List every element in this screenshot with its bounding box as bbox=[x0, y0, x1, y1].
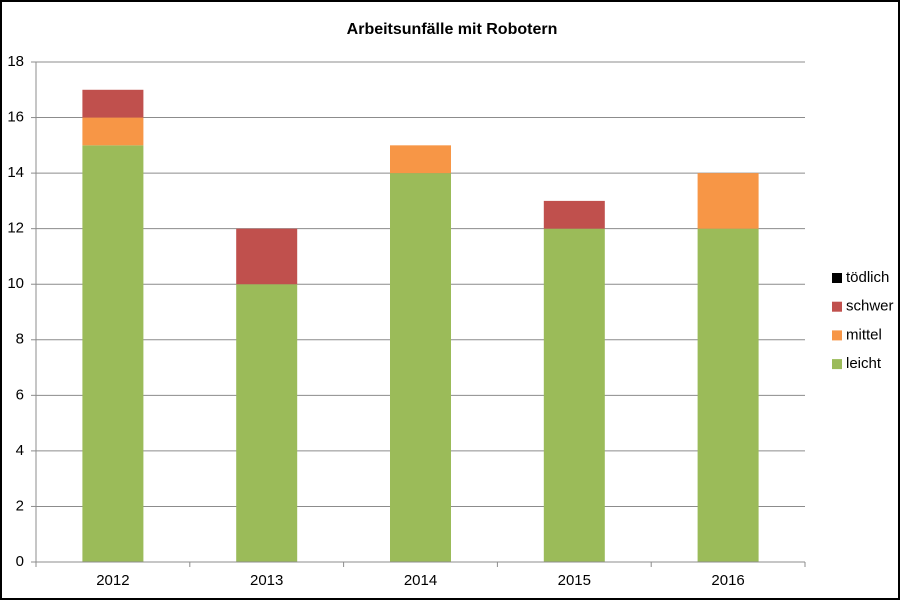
x-tick-label: 2013 bbox=[250, 572, 283, 589]
legend-label: mittel bbox=[846, 326, 882, 343]
legend-swatch bbox=[832, 330, 842, 341]
y-tick-label: 14 bbox=[7, 164, 24, 181]
legend-swatch bbox=[832, 301, 842, 312]
bar-segment bbox=[390, 145, 451, 174]
y-tick-label: 10 bbox=[7, 275, 24, 292]
x-tick-label: 2016 bbox=[711, 572, 744, 589]
bar-segment bbox=[82, 145, 144, 563]
y-tick-label: 16 bbox=[7, 109, 24, 126]
y-tick-label: 0 bbox=[16, 553, 24, 570]
bar-segment bbox=[543, 200, 605, 229]
x-tick-label: 2015 bbox=[558, 572, 591, 589]
y-tick-label: 4 bbox=[16, 442, 24, 459]
y-tick-label: 2 bbox=[16, 497, 24, 514]
y-tick-label: 8 bbox=[16, 331, 24, 348]
bar-segment bbox=[697, 228, 759, 562]
y-tick-label: 6 bbox=[16, 386, 24, 403]
bar-segment bbox=[82, 89, 144, 118]
legend-swatch bbox=[832, 359, 842, 370]
bar-segment bbox=[543, 228, 605, 562]
y-tick-label: 18 bbox=[7, 53, 24, 70]
chart-title: Arbeitsunfälle mit Robotern bbox=[347, 21, 558, 38]
legend-label: tödlich bbox=[846, 269, 889, 286]
legend-label: leicht bbox=[846, 355, 882, 372]
bar-segment bbox=[390, 173, 451, 562]
y-tick-label: 12 bbox=[7, 220, 24, 237]
legend-label: schwer bbox=[846, 298, 894, 315]
bar-segment bbox=[82, 117, 144, 146]
bar-segment bbox=[236, 228, 298, 285]
x-tick-label: 2012 bbox=[96, 572, 129, 589]
bar-segment bbox=[236, 284, 298, 562]
legend-swatch bbox=[832, 273, 842, 283]
x-tick-label: 2014 bbox=[404, 572, 437, 589]
bar-segment bbox=[697, 173, 759, 229]
